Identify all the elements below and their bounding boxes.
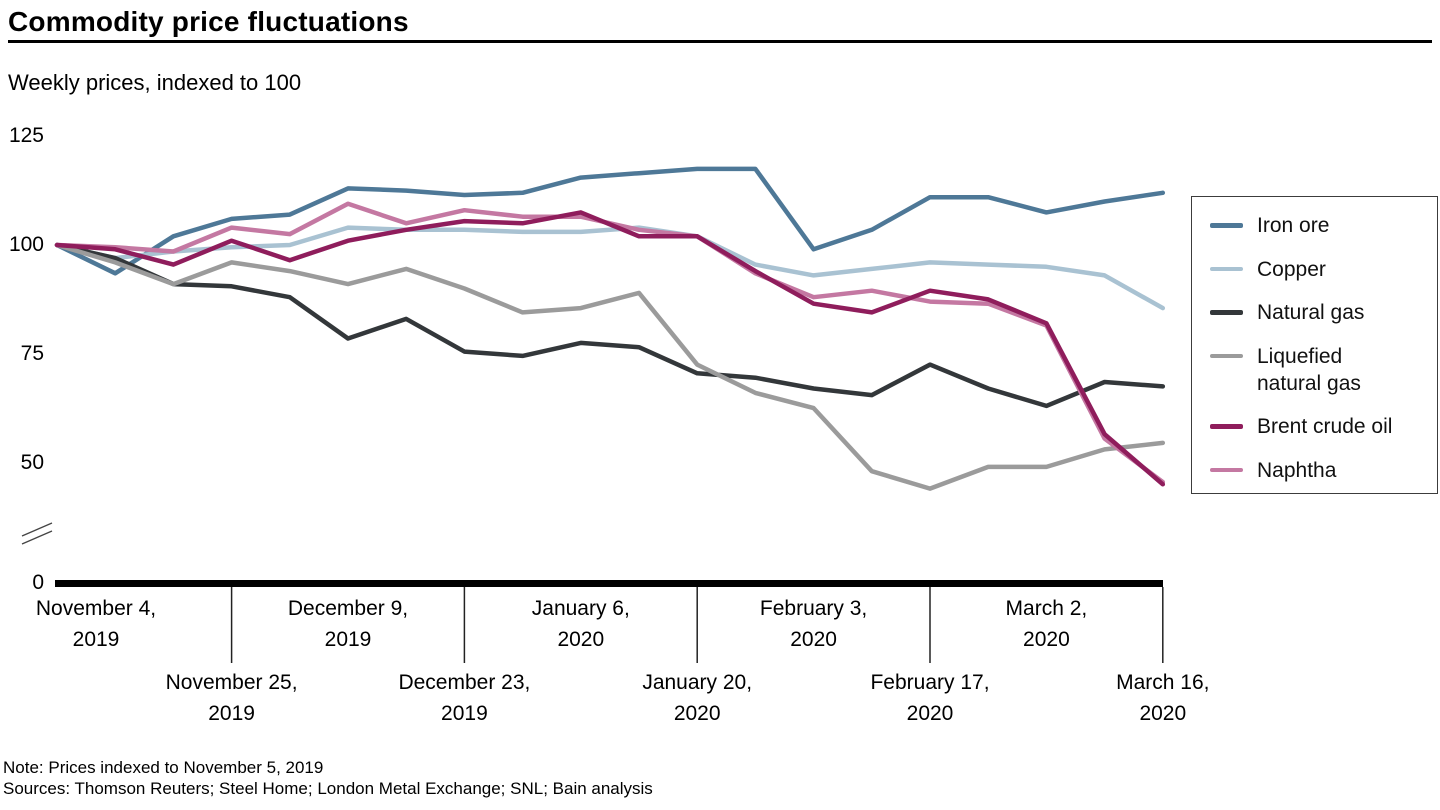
x-axis-label-february-3-2020: February 3, 2020	[759, 597, 868, 651]
sources-text: Sources: Thomson Reuters; Steel Home; Lo…	[3, 779, 653, 798]
note-text: Note: Prices indexed to November 5, 2019	[3, 758, 324, 777]
footnotes: Note: Prices indexed to November 5, 2019…	[3, 757, 653, 799]
series-lines	[54, 166, 1166, 491]
x-axis-ticks	[230, 587, 1164, 663]
legend-label: Iron ore	[1257, 214, 1330, 237]
y-axis-label-0: 0	[32, 571, 44, 594]
x-axis-label-february-17-2020: February 17, 2020	[870, 671, 990, 725]
legend-label: Natural gas	[1257, 301, 1365, 324]
legend-item-naphtha: Naphtha	[1210, 457, 1431, 484]
legend-item-copper: Copper	[1210, 256, 1431, 283]
x-axis-label-january-6-2020: January 6, 2020	[531, 597, 630, 651]
legend-label: Copper	[1257, 257, 1326, 281]
x-axis-label-march-2-2020: March 2, 2020	[1005, 597, 1088, 651]
legend-item-liquefied-natural-gas: Liquefied natural gas	[1210, 343, 1431, 397]
legend-item-iron-ore: Iron ore	[1210, 212, 1431, 239]
legend-swatch-brent-crude-oil	[1210, 424, 1243, 429]
legend-swatch-naphtha	[1210, 467, 1243, 472]
legend-item-natural-gas: Natural gas	[1210, 299, 1431, 326]
y-axis-label-50: 50	[20, 450, 44, 474]
series-line-brent-crude-oil	[54, 210, 1166, 487]
chart-subtitle: Weekly prices, indexed to 100	[8, 70, 302, 95]
x-axis-label-december-9-2019: December 9, 2019	[287, 597, 409, 651]
y-axis-break-icon	[21, 522, 53, 545]
y-axis-label-100: 100	[8, 233, 44, 256]
legend-swatch-iron-ore	[1210, 223, 1243, 228]
series-line-liquefied-natural-gas	[54, 242, 1166, 491]
x-axis-label-december-23-2019: December 23, 2019	[398, 671, 531, 725]
legend-label: Brent crude oil	[1257, 415, 1393, 438]
legend-item-brent-crude-oil: Brent crude oil	[1210, 413, 1431, 440]
x-axis-label-november-25-2019: November 25, 2019	[165, 671, 298, 725]
title-rule	[8, 40, 1432, 43]
x-axis-label-january-20-2020: January 20, 2020	[642, 671, 753, 725]
legend-label: Liquefied natural gas	[1257, 344, 1361, 395]
legend-label: Naphtha	[1257, 458, 1337, 482]
x-axis-label-november-4-2019: November 4, 2019	[35, 597, 157, 651]
legend-swatch-liquefied-natural-gas	[1210, 353, 1243, 358]
x-axis-line	[55, 580, 1163, 587]
y-axis-label-125: 125	[8, 124, 44, 148]
y-axis-label-75: 75	[20, 341, 44, 365]
x-axis-label-march-16-2020: March 16, 2020	[1116, 671, 1210, 725]
series-line-iron-ore	[54, 166, 1166, 276]
legend-swatch-natural-gas	[1210, 310, 1243, 315]
series-line-copper	[54, 225, 1166, 311]
page-title: Commodity price fluctuations	[8, 6, 409, 37]
legend-swatch-copper	[1210, 266, 1243, 271]
series-line-natural-gas	[54, 242, 1166, 409]
chart-legend: Iron ore Copper Natural gas Liquefied natur…	[1191, 196, 1438, 494]
